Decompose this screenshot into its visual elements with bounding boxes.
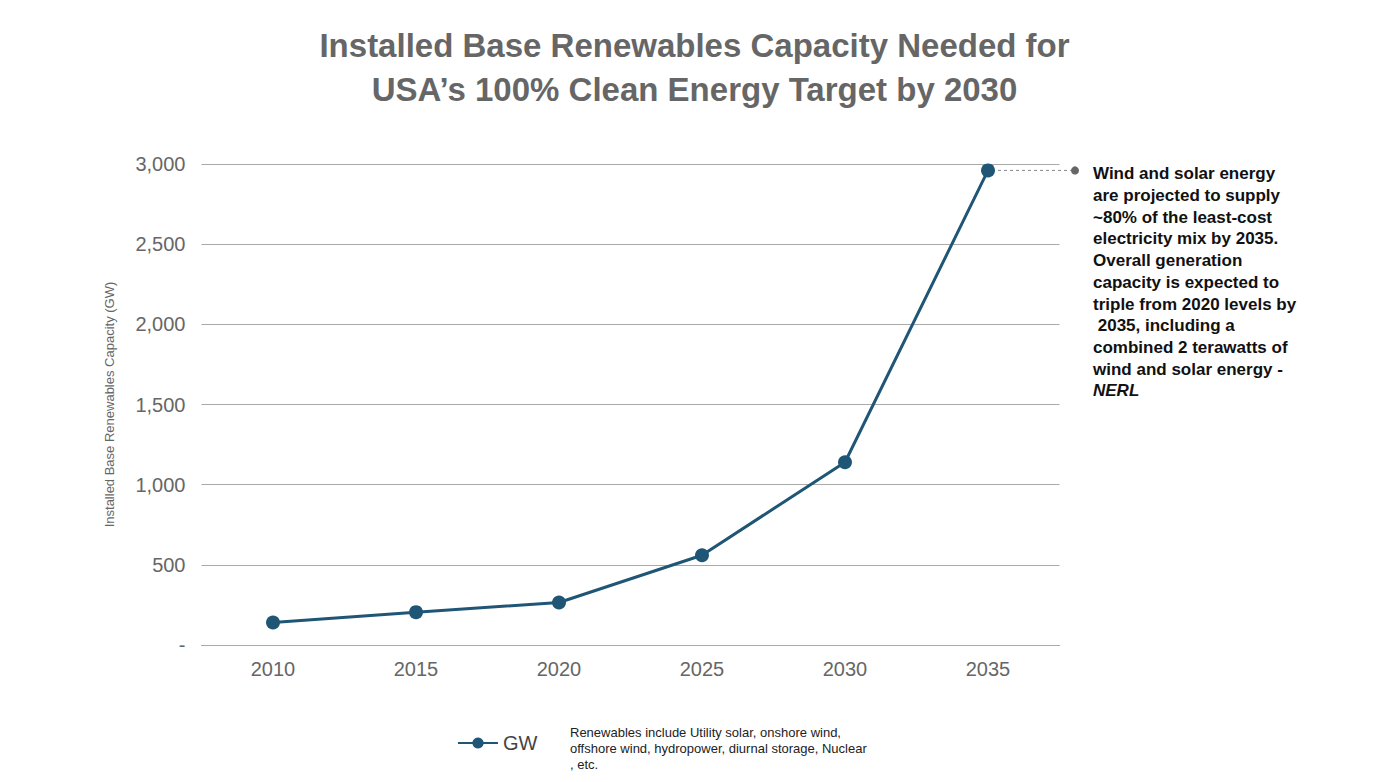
svg-text:2015: 2015: [394, 658, 439, 680]
svg-text:Wind and solar energy: Wind and solar energy: [1093, 164, 1280, 183]
svg-text:capacity is expected to: capacity is expected to: [1093, 273, 1284, 292]
svg-text:combined 2 terawatts of: combined 2 terawatts of: [1093, 338, 1292, 357]
svg-text:2030: 2030: [823, 658, 868, 680]
svg-text:GW: GW: [503, 732, 538, 754]
svg-text:2025: 2025: [680, 658, 725, 680]
svg-text:electricity mix by 2035.: electricity mix by 2035.: [1093, 229, 1283, 248]
svg-text:3,000: 3,000: [135, 153, 185, 175]
svg-text:NERL: NERL: [1093, 381, 1139, 400]
svg-text:1,000: 1,000: [135, 474, 185, 496]
svg-text:Overall generation: Overall generation: [1093, 251, 1247, 270]
svg-text:500: 500: [152, 554, 185, 576]
svg-text:2035, including a: 2035, including a: [1093, 316, 1239, 335]
svg-text:, etc.: , etc.: [570, 757, 598, 772]
svg-text:2,000: 2,000: [135, 313, 185, 335]
svg-text:2010: 2010: [251, 658, 296, 680]
svg-text:~80% of the least-cost: ~80% of the least-cost: [1093, 208, 1277, 227]
svg-text:triple from 2020 levels by: triple from 2020 levels by: [1093, 295, 1297, 314]
svg-text:offshore wind, hydropower, diu: offshore wind, hydropower, diurnal stora…: [570, 741, 867, 756]
svg-text:Installed Base Renewables Capa: Installed Base Renewables Capacity (GW): [102, 282, 117, 528]
svg-text:Renewables include Utility sol: Renewables include Utility solar, onshor…: [570, 725, 845, 740]
svg-text:wind and solar energy -: wind and solar energy -: [1092, 360, 1283, 379]
svg-text:are projected to supply: are projected to supply: [1093, 186, 1285, 205]
svg-text:Installed Base Renewables Capa: Installed Base Renewables Capacity Neede…: [319, 27, 1069, 64]
svg-text:2035: 2035: [966, 658, 1011, 680]
svg-text:USA’s 100% Clean Energy Target: USA’s 100% Clean Energy Target by 2030: [372, 71, 1018, 108]
svg-text:-: -: [179, 634, 186, 656]
svg-text:2,500: 2,500: [135, 233, 185, 255]
svg-text:1,500: 1,500: [135, 394, 185, 416]
svg-text:2020: 2020: [537, 658, 582, 680]
